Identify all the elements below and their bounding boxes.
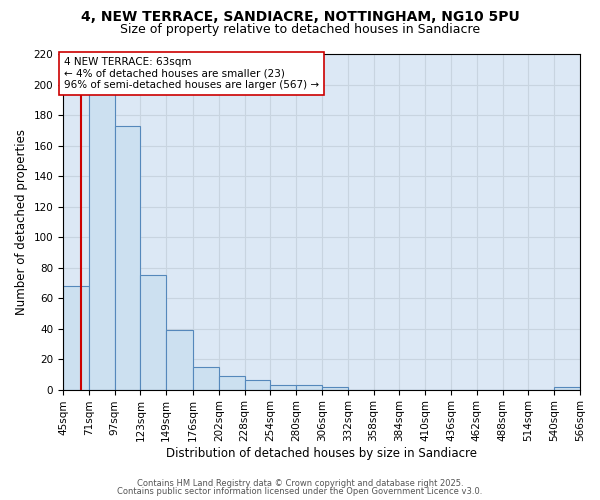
Bar [554,386,580,390]
Bar [115,126,140,390]
Bar [245,380,271,390]
Bar [89,74,115,390]
Bar [193,366,219,390]
X-axis label: Distribution of detached houses by size in Sandiacre: Distribution of detached houses by size … [166,447,477,460]
Text: Contains public sector information licensed under the Open Government Licence v3: Contains public sector information licen… [118,487,482,496]
Text: 4, NEW TERRACE, SANDIACRE, NOTTINGHAM, NG10 5PU: 4, NEW TERRACE, SANDIACRE, NOTTINGHAM, N… [80,10,520,24]
Bar [219,376,245,390]
Y-axis label: Number of detached properties: Number of detached properties [15,129,28,315]
Bar [166,330,193,390]
Bar [271,385,296,390]
Text: Contains HM Land Registry data © Crown copyright and database right 2025.: Contains HM Land Registry data © Crown c… [137,478,463,488]
Bar [63,286,89,390]
Bar [322,386,348,390]
Bar [296,385,322,390]
Text: Size of property relative to detached houses in Sandiacre: Size of property relative to detached ho… [120,22,480,36]
Text: 4 NEW TERRACE: 63sqm
← 4% of detached houses are smaller (23)
96% of semi-detach: 4 NEW TERRACE: 63sqm ← 4% of detached ho… [64,57,319,90]
Bar [140,275,166,390]
